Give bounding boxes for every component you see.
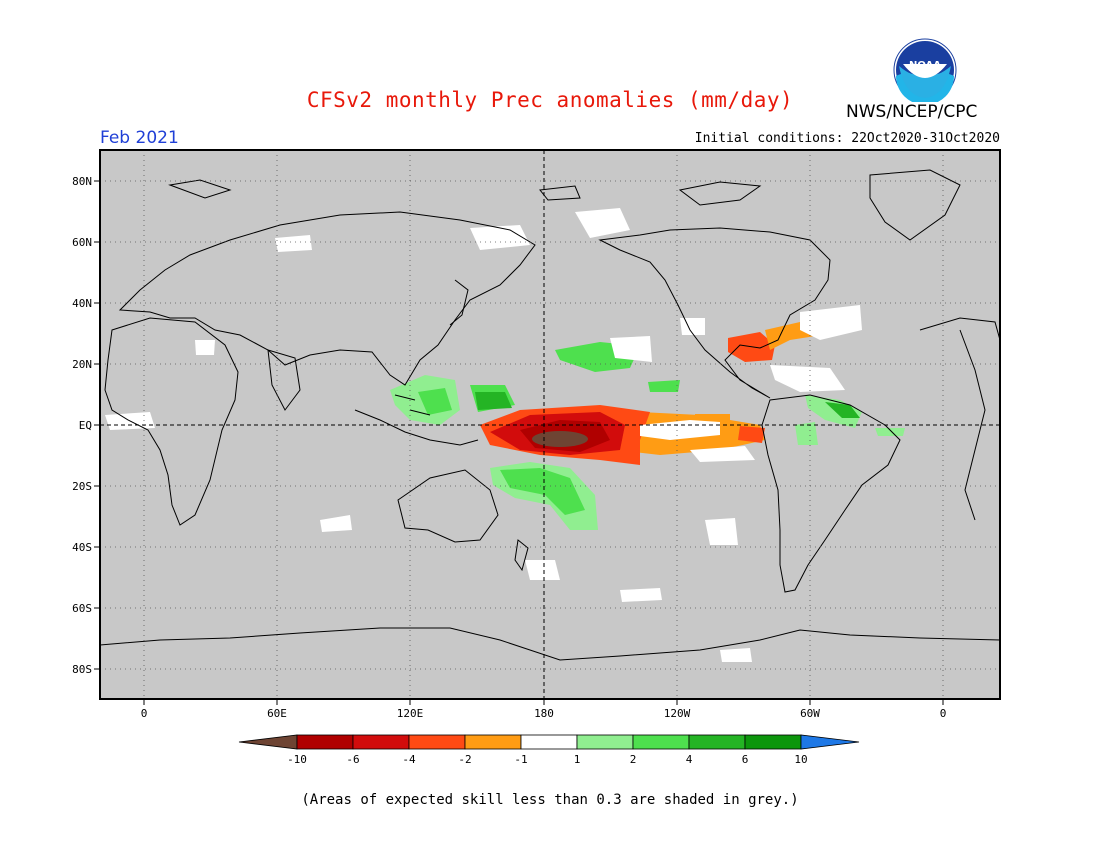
noaa-logo: NOAA xyxy=(893,38,957,105)
pacific-east-white-south xyxy=(690,446,755,462)
legend-label: 1 xyxy=(574,753,581,766)
lon-labels: 0 60E 120E 180 120W 60W 0 xyxy=(141,707,947,720)
legend-swatch xyxy=(520,734,578,750)
legend-label: 2 xyxy=(630,753,637,766)
amazon-wet xyxy=(795,422,818,445)
legend-label: -10 xyxy=(287,753,307,766)
north-pacific-white xyxy=(610,336,652,362)
tick-marks xyxy=(94,180,944,705)
lat-label: 60S xyxy=(72,602,92,615)
forecast-month: Feb 2021 xyxy=(100,128,179,148)
legend-label: 4 xyxy=(686,753,693,766)
white-east-asia xyxy=(470,225,530,250)
lat-label: 80N xyxy=(72,175,92,188)
lat-label: 40S xyxy=(72,541,92,554)
coast-north-america xyxy=(598,227,831,399)
coast-australia xyxy=(397,469,499,543)
lon-label: 60E xyxy=(267,707,287,720)
initial-conditions: Initial conditions: 22Oct2020-31Oct2020 xyxy=(694,131,1000,146)
lat-label: 20S xyxy=(72,480,92,493)
spcz-wet-mid xyxy=(500,468,585,515)
coast-greenland xyxy=(869,169,961,241)
lon-label: 0 xyxy=(141,707,148,720)
lat-label: 40N xyxy=(72,297,92,310)
coast-europe-asia xyxy=(118,211,536,386)
legend-swatch xyxy=(800,734,860,750)
samerica-wet-dark xyxy=(825,402,860,418)
agency-label: NWS/NCEP/CPC xyxy=(846,102,978,122)
legend-swatch xyxy=(632,734,690,750)
pacific-east-orange-north xyxy=(695,414,730,420)
legend-swatch xyxy=(688,734,746,750)
samerica-wet-light xyxy=(805,395,862,428)
coastlines xyxy=(99,169,1001,661)
atlantic-white xyxy=(800,305,862,340)
legend-swatch xyxy=(464,734,522,750)
lat-label: 80S xyxy=(72,663,92,676)
legend-swatch xyxy=(352,734,410,750)
lon-label: 120E xyxy=(397,707,424,720)
skill-note: (Areas of expected skill less than 0.3 a… xyxy=(301,792,799,808)
wpacific-wet-dark xyxy=(475,392,512,410)
lat-label: 20N xyxy=(72,358,92,371)
legend-swatch xyxy=(238,734,298,750)
white-australia xyxy=(320,515,352,532)
lon-label: 180 xyxy=(534,707,554,720)
legend-label: -1 xyxy=(514,753,527,766)
maritime-wet-mid xyxy=(418,388,452,415)
logo-text: NOAA xyxy=(909,60,941,71)
coast-africa xyxy=(104,317,239,526)
white-southern-ocean xyxy=(620,588,662,602)
lat-labels: 80N 60N 40N 20N EQ 20S 40S 60S 80S xyxy=(72,175,92,676)
white-arctic-pacific xyxy=(575,208,630,238)
legend-label: 10 xyxy=(794,753,807,766)
legend-swatch xyxy=(296,734,354,750)
coast-indonesia xyxy=(354,394,479,446)
coast-japan xyxy=(449,279,469,326)
map-title: CFSv2 monthly Prec anomalies (mm/day) xyxy=(306,88,794,112)
lat-label: EQ xyxy=(79,419,92,432)
coast-south-america xyxy=(761,394,901,593)
reference-lines xyxy=(100,150,1000,699)
legend-label: 6 xyxy=(742,753,749,766)
coast-india xyxy=(267,349,301,411)
lon-label: 0 xyxy=(940,707,947,720)
coast-antarctica xyxy=(99,627,1001,661)
coast-east-europe-right xyxy=(919,317,1001,521)
legend-swatch xyxy=(576,734,634,750)
coast-newzealand xyxy=(514,539,529,572)
white-south-pacific xyxy=(525,560,560,580)
legend-label: -2 xyxy=(458,753,471,766)
caribbean-white xyxy=(770,365,845,392)
central-pacific-wet xyxy=(648,380,680,392)
legend-swatch xyxy=(408,734,466,750)
legend-label: -6 xyxy=(346,753,359,766)
lon-label: 60W xyxy=(800,707,820,720)
legend-swatch xyxy=(744,734,802,750)
color-legend: -10 -6 -4 -2 -1 1 2 4 6 10 xyxy=(238,734,860,766)
legend-label: -4 xyxy=(402,753,416,766)
brazil-wet xyxy=(875,428,905,436)
white-nw-america xyxy=(680,318,705,335)
white-siberia xyxy=(275,235,312,252)
white-antarctic xyxy=(720,648,752,662)
white-south-america xyxy=(705,518,738,545)
white-west-india xyxy=(195,340,215,355)
pacific-east-red xyxy=(738,426,765,443)
anomaly-patches xyxy=(105,208,905,662)
pacific-dry-extreme xyxy=(532,431,588,447)
grid-lines xyxy=(100,150,1000,699)
lon-label: 120W xyxy=(664,707,691,720)
coast-arctic-islands xyxy=(168,179,762,206)
lat-label: 60N xyxy=(72,236,92,249)
